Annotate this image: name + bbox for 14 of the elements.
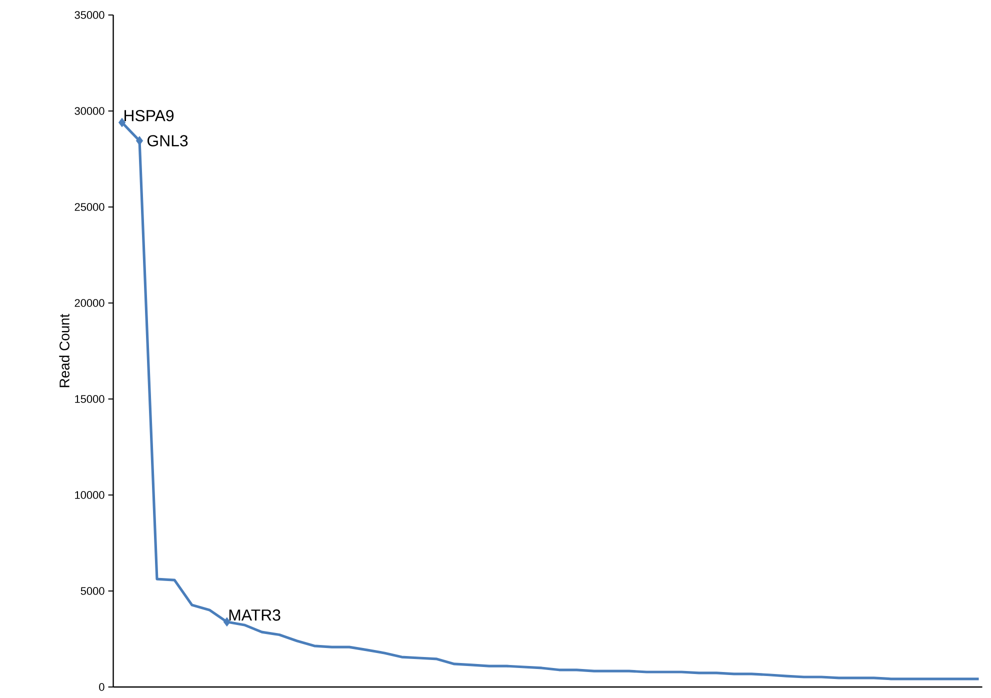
y-tick-label: 25000 (74, 203, 104, 211)
point (223, 617, 230, 627)
annotation: MATR3 (229, 609, 280, 621)
y-tick-label: 30000 (74, 107, 104, 115)
y-tick-label: 10000 (75, 491, 104, 499)
y-axis-title: Read Count (59, 314, 70, 388)
y-tick-label: 20000 (74, 299, 104, 307)
annotation: GNL3 (147, 135, 188, 146)
y-tick-label: 15000 (75, 395, 104, 403)
y-tick-label: 5000 (80, 587, 104, 595)
point (118, 118, 126, 128)
annotation: HSPA9 (124, 110, 174, 122)
y-tick-label: 0 (99, 683, 104, 691)
y-tick-label: 35000 (74, 11, 104, 19)
